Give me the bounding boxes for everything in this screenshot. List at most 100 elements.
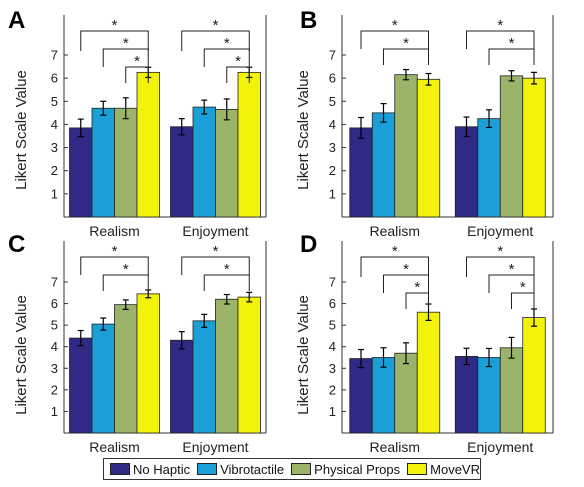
legend-item-vibrotactile: Vibrotactile <box>197 462 284 477</box>
bar-d-enjoyment-physical-props <box>499 347 524 434</box>
significance-bracket-a-realism-2 <box>125 66 149 83</box>
category-label-a-realism: Realism <box>89 223 140 239</box>
y-tick-label-c-5: 5 <box>51 318 58 333</box>
y-tick-label-b-6: 6 <box>329 71 336 86</box>
significance-bracket-d-enjoyment-0 <box>466 256 535 277</box>
legend-swatch-movevr <box>407 463 428 475</box>
y-tick-label-c-2: 2 <box>51 382 58 397</box>
bar-a-enjoyment-vibrotactile <box>192 106 216 218</box>
significance-star-a-enjoyment-1: * <box>224 35 230 52</box>
panel-letter-b: B <box>300 7 317 34</box>
y-tick-label-c-3: 3 <box>51 361 58 376</box>
significance-star-b-realism-0: * <box>392 17 398 34</box>
y-tick-label-d-3: 3 <box>329 361 336 376</box>
significance-bracket-b-realism-0 <box>360 30 429 49</box>
legend-item-physical-props: Physical Props <box>291 462 400 477</box>
y-tick-label-c-6: 6 <box>51 296 58 311</box>
panel-d: D Likert Scale Value 1 2 3 4 5 6 7 Realism Enjoy… <box>295 231 554 455</box>
significance-bracket-c-enjoyment-1 <box>203 274 250 291</box>
significance-bracket-c-realism-1 <box>102 274 149 291</box>
y-tick-label-a-2: 2 <box>51 163 58 178</box>
significance-bracket-b-enjoyment-1 <box>488 48 535 65</box>
bar-a-enjoyment-physical-props <box>215 108 239 218</box>
y-tick-label-c-1: 1 <box>51 404 58 419</box>
bar-c-enjoyment-no-haptic <box>170 339 194 434</box>
bar-b-enjoyment-movevr <box>522 77 546 218</box>
significance-bracket-a-realism-1 <box>102 48 149 67</box>
significance-star-c-enjoyment-1: * <box>224 261 230 278</box>
category-label-b-enjoyment: Enjoyment <box>467 223 533 239</box>
y-tick-label-a-4: 4 <box>51 117 58 132</box>
significance-bracket-d-enjoyment-1 <box>488 274 535 293</box>
y-axis-label-c: Likert Scale Value <box>13 295 30 415</box>
bar-a-realism-physical-props <box>114 107 138 218</box>
bar-b-realism-physical-props <box>394 74 418 218</box>
bar-c-enjoyment-movevr <box>237 296 261 434</box>
bar-b-enjoyment-physical-props <box>499 75 524 218</box>
category-label-d-enjoyment: Enjoyment <box>467 439 533 455</box>
y-tick-label-b-2: 2 <box>329 163 336 178</box>
panel-letter-d: D <box>300 231 317 258</box>
significance-bracket-b-enjoyment-0 <box>466 30 535 49</box>
y-axis-label-d: Likert Scale Value <box>295 295 312 415</box>
bar-c-enjoyment-vibrotactile <box>192 320 216 434</box>
significance-star-a-enjoyment-0: * <box>213 17 219 34</box>
y-tick-label-a-7: 7 <box>51 48 58 63</box>
significance-bracket-d-enjoyment-2 <box>511 292 535 309</box>
y-tick-label-a-6: 6 <box>51 71 58 86</box>
y-tick-label-a-5: 5 <box>51 94 58 109</box>
bar-d-realism-physical-props <box>394 352 418 434</box>
bar-b-enjoyment-vibrotactile <box>477 118 501 218</box>
significance-star-a-realism-1: * <box>123 35 129 52</box>
significance-star-b-realism-1: * <box>403 35 409 52</box>
significance-star-d-realism-0: * <box>392 243 398 260</box>
legend-label-no-haptic: No Haptic <box>133 461 191 477</box>
bar-d-realism-vibrotactile <box>371 357 396 434</box>
significance-star-a-realism-2: * <box>134 53 140 70</box>
bar-b-realism-movevr <box>416 78 441 218</box>
legend-swatch-no-haptic <box>110 463 130 475</box>
bar-a-realism-vibrotactile <box>91 107 115 218</box>
bar-d-enjoyment-movevr <box>522 317 546 434</box>
category-label-c-enjoyment: Enjoyment <box>182 439 248 455</box>
panel-letter-c: C <box>8 231 25 258</box>
panel-c: C Likert Scale Value 1 2 3 4 5 6 7 Realism Enjoy… <box>8 231 267 455</box>
y-tick-label-d-1: 1 <box>329 404 336 419</box>
y-tick-label-b-5: 5 <box>329 94 336 109</box>
bar-a-realism-movevr <box>136 71 160 218</box>
y-tick-label-b-4: 4 <box>329 117 336 132</box>
significance-star-d-enjoyment-1: * <box>509 261 515 278</box>
y-tick-label-c-7: 7 <box>51 275 58 290</box>
panel-b: B Likert Scale Value 1 2 3 4 5 6 7 Realism Enjoy… <box>295 7 554 239</box>
significance-bracket-d-realism-1 <box>383 274 429 293</box>
significance-bracket-d-realism-2 <box>405 292 429 309</box>
y-tick-label-b-7: 7 <box>329 48 336 63</box>
significance-bracket-c-enjoyment-0 <box>181 256 250 275</box>
legend-label-vibrotactile: Vibrotactile <box>220 461 285 477</box>
category-label-c-realism: Realism <box>89 439 140 455</box>
y-tick-label-b-3: 3 <box>329 140 336 155</box>
legend-label-physical-props: Physical Props <box>314 461 401 477</box>
significance-bracket-a-realism-0 <box>80 30 149 51</box>
significance-star-c-realism-0: * <box>112 243 118 260</box>
y-tick-label-b-1: 1 <box>329 186 336 201</box>
legend-item-no-haptic: No Haptic <box>110 462 190 477</box>
panel-a: A Likert Scale Value 1 2 3 4 5 6 7 Realism Enjoy… <box>8 7 267 239</box>
significance-bracket-a-enjoyment-2 <box>226 66 250 83</box>
y-axis-label-b: Likert Scale Value <box>295 70 312 190</box>
bar-a-realism-no-haptic <box>69 127 93 218</box>
y-tick-label-d-5: 5 <box>329 318 336 333</box>
significance-bracket-c-realism-0 <box>80 256 149 275</box>
y-tick-label-a-3: 3 <box>51 140 58 155</box>
bar-c-realism-no-haptic <box>69 337 93 434</box>
y-tick-label-c-4: 4 <box>51 339 58 354</box>
bar-c-realism-vibrotactile <box>91 323 115 434</box>
significance-bracket-a-enjoyment-0 <box>181 30 250 51</box>
significance-star-c-enjoyment-0: * <box>213 243 219 260</box>
bar-c-realism-physical-props <box>114 304 138 434</box>
significance-star-b-enjoyment-0: * <box>497 17 503 34</box>
bar-d-enjoyment-vibrotactile <box>477 357 501 434</box>
bar-b-realism-vibrotactile <box>371 112 396 218</box>
bar-a-enjoyment-movevr <box>237 71 261 218</box>
